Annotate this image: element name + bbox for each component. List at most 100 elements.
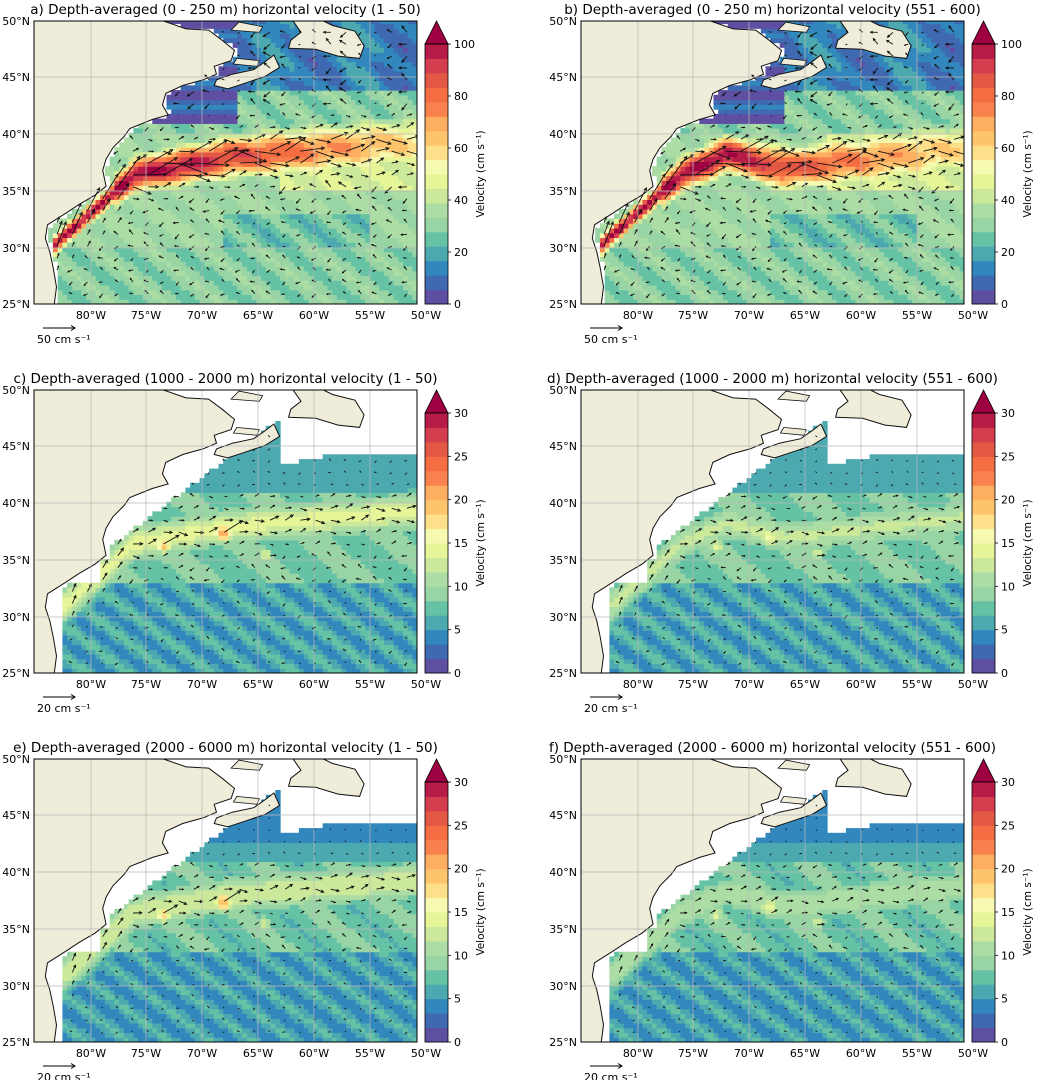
vector-arrow	[814, 650, 818, 654]
vector-arrow	[391, 150, 405, 156]
vector-arrow-head	[348, 863, 352, 866]
vector-arrow-head	[919, 638, 922, 641]
vector-arrow-head	[236, 211, 239, 214]
vector-arrow	[314, 983, 316, 986]
vector-arrow-head	[274, 175, 279, 179]
vector-arrow-head	[409, 541, 413, 545]
vector-arrow	[358, 602, 362, 605]
vector-arrow	[923, 864, 927, 867]
vector-arrow-head	[356, 66, 360, 69]
vector-arrow-head	[888, 279, 892, 282]
colorbar-segment	[972, 485, 995, 501]
vector-arrow-head	[72, 980, 75, 983]
vector-arrow-head	[631, 255, 634, 258]
colorbar-segment	[972, 441, 995, 457]
colorbar-segment	[425, 854, 448, 870]
vector-arrow-head	[895, 494, 899, 497]
vector-arrow	[239, 170, 247, 176]
vector-arrow-head	[244, 899, 249, 903]
vector-arrow-head	[805, 542, 809, 545]
vector-arrow	[830, 482, 833, 485]
vector-arrow	[208, 885, 216, 890]
vector-arrow-head	[338, 87, 343, 91]
vector-arrow	[708, 625, 711, 628]
vector-arrow-head	[719, 269, 723, 272]
vector-arrow-head	[221, 581, 224, 584]
vector-arrow-head	[790, 899, 794, 903]
vector-arrow	[905, 602, 909, 605]
vector-arrow-head	[295, 156, 300, 160]
vector-arrow-head	[190, 624, 193, 627]
vector-arrow-head	[849, 877, 852, 879]
vector-arrow-head	[174, 126, 177, 129]
vector-arrow	[905, 971, 909, 974]
vector-arrow	[237, 79, 240, 82]
vector-arrow-head	[911, 506, 914, 509]
vector-arrow-head	[834, 875, 838, 878]
vector-arrow-head	[934, 207, 938, 210]
land-pei	[779, 795, 807, 805]
vector-arrow	[161, 660, 164, 664]
vector-arrow	[724, 994, 727, 997]
vector-arrow-head	[342, 949, 345, 952]
vector-arrow-head	[348, 115, 351, 118]
vector-arrow-head	[665, 539, 668, 543]
vector-arrow-head	[735, 247, 739, 251]
vector-arrow	[146, 613, 149, 616]
vector-arrow-head	[248, 209, 252, 213]
vector-arrow-head	[790, 147, 796, 152]
y-tick-label: 35°N	[549, 185, 577, 198]
vector-arrow-head	[920, 944, 923, 948]
vector-arrow-head	[712, 922, 715, 925]
vector-arrow	[921, 1030, 924, 1033]
vector-arrow-head	[119, 217, 122, 220]
vector-arrow-head	[332, 862, 336, 865]
vector-arrow-head	[184, 532, 189, 537]
vector-arrow-head	[918, 291, 921, 294]
vector-arrow-head	[266, 223, 269, 226]
vector-arrow	[224, 890, 241, 902]
vector-arrow-head	[910, 924, 913, 927]
vector-arrow-head	[798, 867, 801, 870]
gridlines	[581, 21, 964, 304]
vector-arrow-head	[764, 135, 769, 140]
vector-arrow-head	[888, 194, 891, 198]
vector-arrow-head	[189, 569, 192, 572]
vector-arrow	[617, 650, 620, 653]
vector-arrow	[222, 89, 225, 93]
vector-arrow	[693, 982, 696, 985]
vector-arrow-head	[336, 519, 341, 524]
vector-arrow	[146, 960, 149, 963]
vector-arrow	[391, 507, 401, 512]
vector-arrow-head	[196, 885, 200, 889]
vector-arrow-head	[736, 282, 739, 286]
vector-arrow-head	[213, 896, 218, 900]
vector-arrow	[269, 531, 278, 534]
vector-arrow-head	[397, 42, 402, 46]
vector-arrow-head	[271, 543, 274, 546]
vector-arrow	[815, 638, 818, 641]
vector-arrow-head	[615, 283, 618, 286]
colorbar-tick-label: 80	[1001, 90, 1015, 103]
vector-arrow-head	[812, 576, 816, 579]
vector-arrow	[816, 531, 825, 534]
vector-arrow-head	[698, 909, 702, 912]
vector-arrow-head	[826, 55, 830, 59]
vector-arrow	[810, 91, 818, 98]
vector-arrow-head	[235, 116, 239, 120]
land-pei	[232, 57, 260, 67]
vector-arrow-head	[358, 52, 361, 55]
vector-arrow	[116, 649, 119, 652]
vector-arrow-head	[682, 529, 685, 532]
vector-arrow-head	[325, 37, 329, 42]
vector-arrow	[678, 601, 681, 604]
vector-arrow-head	[266, 592, 269, 594]
vector-arrow-head	[919, 253, 922, 257]
vector-arrow	[206, 602, 210, 604]
vector-arrow-head	[672, 182, 677, 188]
vector-arrow	[740, 516, 747, 521]
y-tick-label: 25°N	[549, 1036, 577, 1049]
vector-arrow-head	[332, 114, 335, 116]
